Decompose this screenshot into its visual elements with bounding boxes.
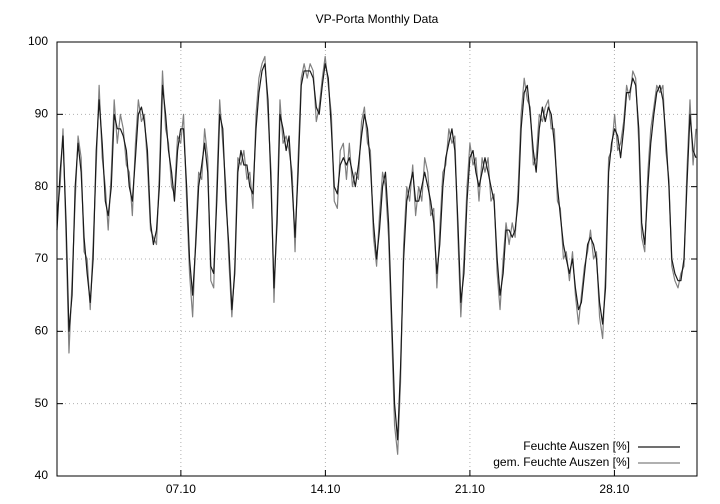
- x-tick-label: 07.10: [166, 482, 196, 496]
- legend-label: gem. Feuchte Auszen [%]: [493, 455, 630, 469]
- legend-label: Feuchte Auszen [%]: [523, 439, 630, 453]
- x-tick-label: 14.10: [310, 482, 340, 496]
- y-tick-label: 40: [35, 468, 49, 482]
- y-tick-label: 70: [35, 251, 49, 265]
- x-tick-label: 28.10: [599, 482, 629, 496]
- plot-frame: [56, 41, 698, 477]
- x-tick-label: 21.10: [455, 482, 485, 496]
- y-tick-label: 80: [35, 179, 49, 193]
- chart-title: VP-Porta Monthly Data: [316, 12, 439, 26]
- y-tick-label: 90: [35, 107, 49, 121]
- y-tick-label: 60: [35, 324, 49, 338]
- data-line: [56, 63, 697, 441]
- y-tick-label: 100: [28, 34, 48, 48]
- y-tick-label: 50: [35, 396, 49, 410]
